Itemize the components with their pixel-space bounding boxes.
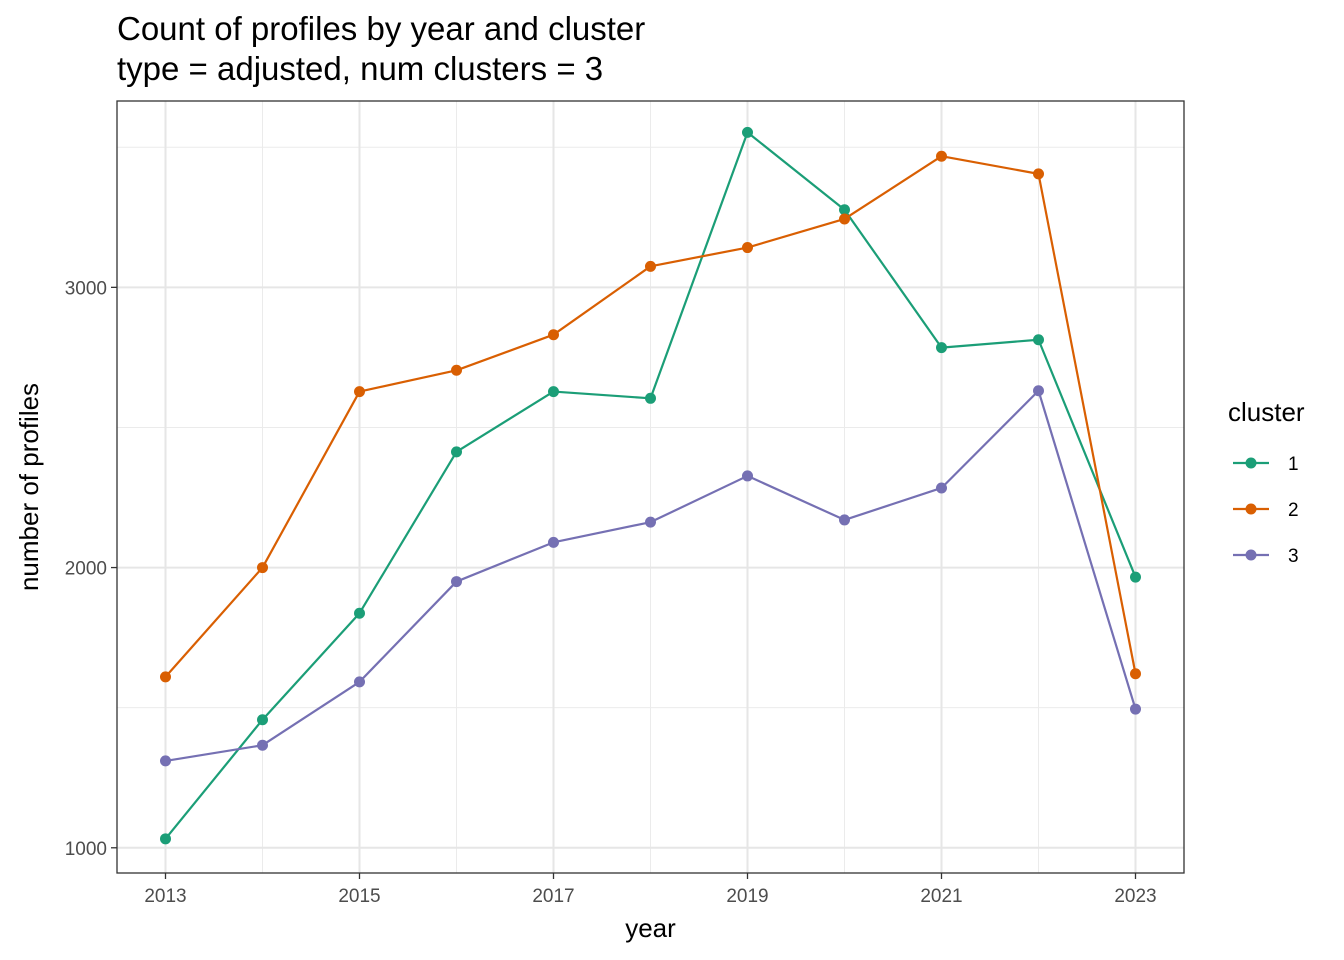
point-cluster-2-2021 <box>936 150 947 162</box>
point-cluster-1-2013 <box>160 833 171 845</box>
point-cluster-3-2018 <box>645 516 656 528</box>
axes: 2013 2015 2017 2019 2021 2023 1000 2000 3000 year… <box>14 278 1157 943</box>
point-cluster-3-2017 <box>548 536 559 548</box>
x-axis-title: year <box>625 913 676 943</box>
x-tick-label: 2013 <box>144 886 186 907</box>
series-points <box>160 126 1141 845</box>
point-cluster-2-2019 <box>742 242 753 254</box>
point-cluster-2-2020 <box>839 213 850 225</box>
point-cluster-2-2014 <box>257 562 268 574</box>
x-tick-label: 2017 <box>532 886 574 907</box>
legend: cluster 1 2 3 <box>1228 397 1305 567</box>
point-cluster-2-2013 <box>160 671 171 683</box>
x-tick-label: 2021 <box>920 886 962 907</box>
chart-title: Count of profiles by year and cluster <box>117 10 646 47</box>
point-cluster-1-2023 <box>1130 571 1141 583</box>
x-tick-label: 2019 <box>726 886 768 907</box>
legend-key-point-1 <box>1245 457 1257 469</box>
point-cluster-1-2022 <box>1033 334 1044 346</box>
point-cluster-1-2017 <box>548 386 559 398</box>
point-cluster-2-2017 <box>548 329 559 341</box>
legend-label-3: 3 <box>1288 546 1299 567</box>
point-cluster-3-2020 <box>839 514 850 526</box>
point-cluster-1-2016 <box>451 446 462 458</box>
point-cluster-1-2021 <box>936 342 947 354</box>
grid-major <box>117 101 1184 873</box>
point-cluster-3-2015 <box>354 676 365 688</box>
y-tick-label: 2000 <box>65 559 107 580</box>
point-cluster-2-2018 <box>645 260 656 272</box>
y-axis-title: number of profiles <box>14 383 44 591</box>
point-cluster-3-2019 <box>742 470 753 482</box>
chart-subtitle: type = adjusted, num clusters = 3 <box>117 50 604 87</box>
point-cluster-3-2013 <box>160 755 171 767</box>
point-cluster-2-2016 <box>451 364 462 376</box>
legend-label-2: 2 <box>1288 500 1299 521</box>
point-cluster-3-2023 <box>1130 703 1141 715</box>
point-cluster-3-2021 <box>936 482 947 494</box>
point-cluster-3-2016 <box>451 576 462 588</box>
legend-key-point-2 <box>1245 503 1257 515</box>
y-tick-label: 1000 <box>65 839 107 860</box>
legend-label-1: 1 <box>1288 454 1299 475</box>
point-cluster-2-2015 <box>354 386 365 398</box>
grid-minor <box>117 101 1184 873</box>
x-tick-label: 2023 <box>1114 886 1156 907</box>
point-cluster-1-2020 <box>839 204 850 216</box>
point-cluster-1-2014 <box>257 714 268 726</box>
legend-title: cluster <box>1228 397 1305 427</box>
x-tick-label: 2015 <box>338 886 380 907</box>
panel-border <box>116 100 1185 874</box>
point-cluster-1-2015 <box>354 607 365 619</box>
point-cluster-3-2022 <box>1033 385 1044 397</box>
point-cluster-1-2019 <box>742 126 753 138</box>
point-cluster-2-2022 <box>1033 168 1044 180</box>
y-tick-label: 3000 <box>65 278 107 299</box>
point-cluster-2-2023 <box>1130 668 1141 680</box>
legend-key-point-3 <box>1245 549 1257 561</box>
point-cluster-1-2018 <box>645 392 656 404</box>
point-cluster-3-2014 <box>257 739 268 751</box>
